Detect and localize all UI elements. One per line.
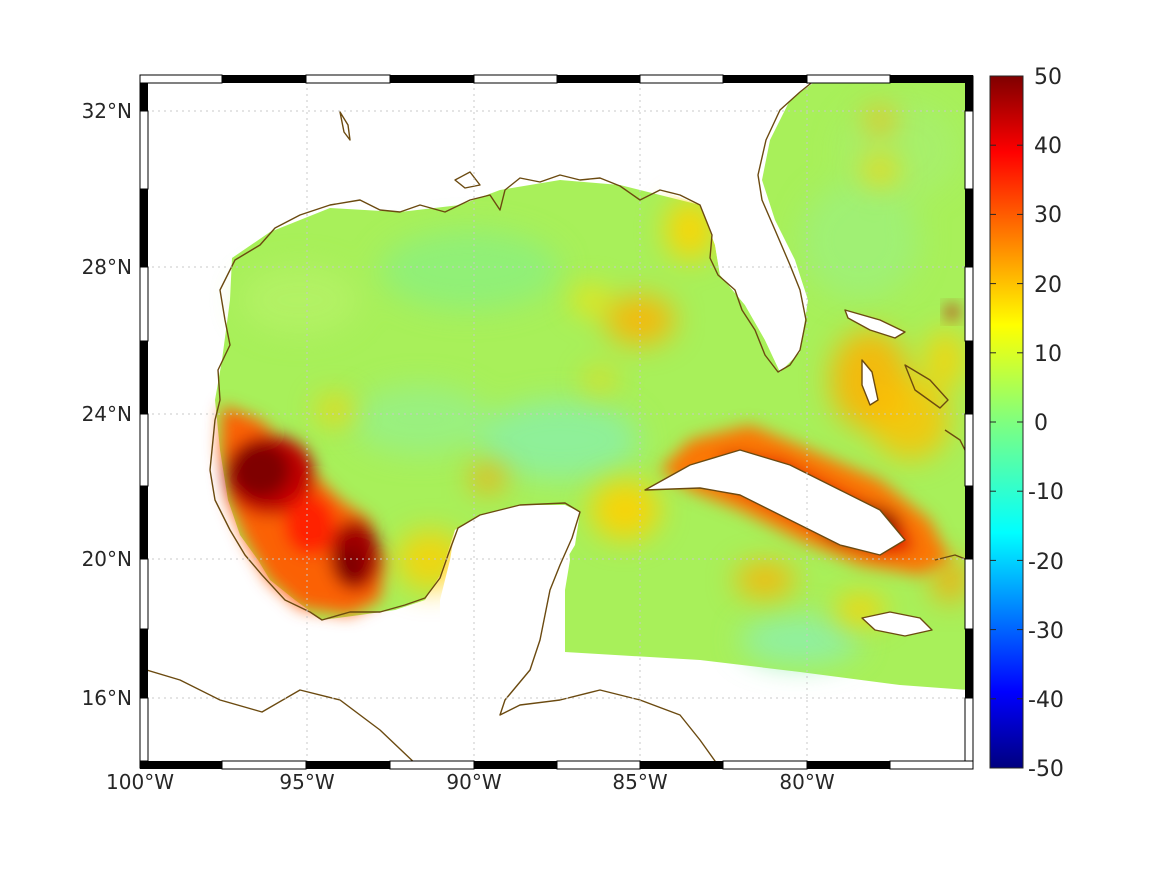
lat-label-20n: 20°N (82, 547, 132, 571)
latitude-labels: 32°N 28°N 24°N 20°N 16°N (82, 99, 132, 710)
lon-label-85w: 85°W (612, 770, 667, 794)
coastlines (140, 76, 973, 768)
lat-label-24n: 24°N (82, 402, 132, 426)
colorbar-label-neg50: -50 (1028, 757, 1064, 782)
colorbar-label-20: 20 (1034, 273, 1062, 298)
colorbar-label-neg30: -30 (1028, 619, 1064, 644)
colorbar-label-neg20: -20 (1028, 550, 1064, 575)
lat-label-32n: 32°N (82, 99, 132, 123)
lon-label-80w: 80°W (779, 770, 834, 794)
colorbar-label-40: 40 (1034, 134, 1062, 159)
colorbar-label-0: 0 (1034, 411, 1048, 436)
land-masks (140, 76, 932, 768)
lon-label-95w: 95°W (279, 770, 334, 794)
colorbar-label-neg40: -40 (1028, 688, 1064, 713)
longitude-labels: 100°W 95°W 90°W 85°W 80°W (106, 770, 835, 794)
lat-label-16n: 16°N (82, 686, 132, 710)
graticule (140, 76, 973, 768)
colorbar: 50 40 30 20 10 0 -10 -20 -30 -40 -50 (989, 65, 1064, 782)
colorbar-ticks (990, 75, 1023, 769)
lon-label-100w: 100°W (106, 770, 174, 794)
map-frame (139, 74, 974, 770)
colorbar-label-30: 30 (1034, 203, 1062, 228)
hotspot-east (946, 305, 958, 319)
colorbar-label-50: 50 (1034, 65, 1062, 90)
colorbar-label-10: 10 (1034, 342, 1062, 367)
lat-label-28n: 28°N (82, 255, 132, 279)
data-field (140, 76, 973, 768)
colorbar-label-neg10: -10 (1028, 480, 1064, 505)
cool-anomalies (240, 100, 960, 665)
lon-label-90w: 90°W (446, 770, 501, 794)
hot-anomalies-west (220, 405, 385, 615)
